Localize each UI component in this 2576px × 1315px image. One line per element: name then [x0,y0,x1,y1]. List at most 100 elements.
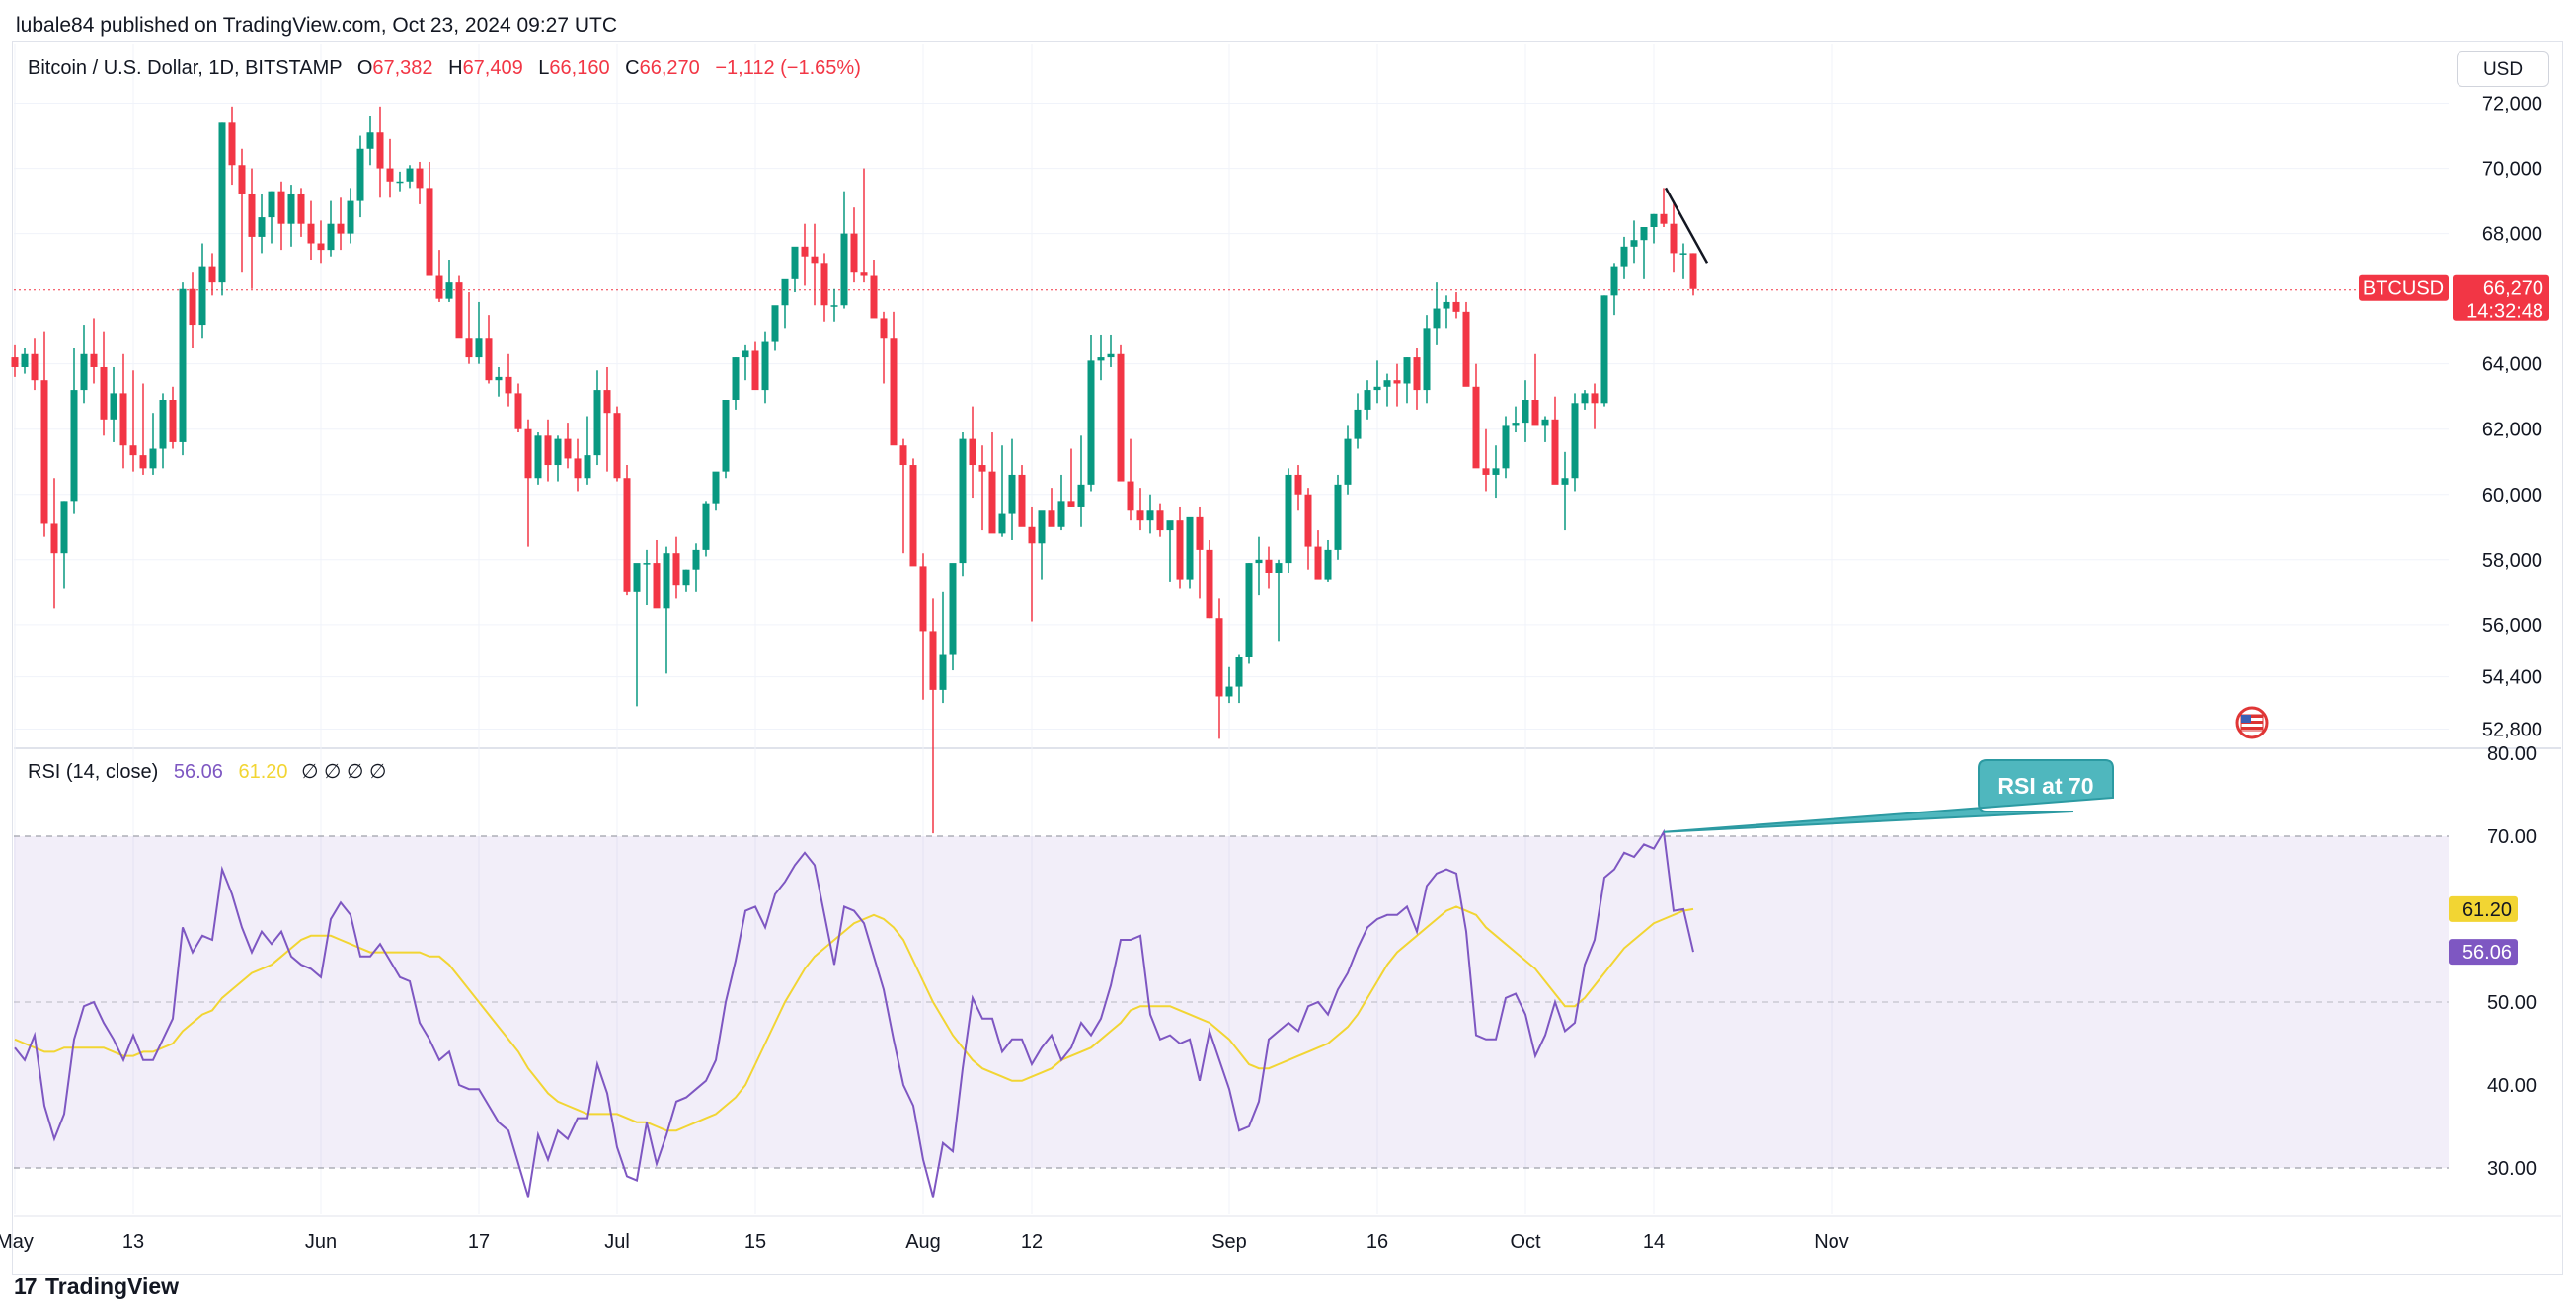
us-flag-event-icon[interactable] [2235,706,2269,739]
candle-body[interactable] [406,168,414,182]
candle-body[interactable] [110,393,117,420]
candle-body[interactable] [228,122,236,166]
candle-body[interactable] [40,380,48,524]
candle-body[interactable] [1373,386,1381,391]
candle-body[interactable] [801,246,809,257]
candle-body[interactable] [1403,357,1411,384]
candle-body[interactable] [514,393,522,429]
candle-body[interactable] [682,569,690,586]
candle-body[interactable] [722,400,730,472]
candle-body[interactable] [663,553,670,609]
candle-body[interactable] [978,465,986,472]
candle-body[interactable] [1591,393,1599,404]
candle-body[interactable] [840,233,848,306]
candle-body[interactable] [899,445,907,466]
candle-body[interactable] [1097,357,1105,361]
time-axis[interactable]: May 13 Jun 17 Jul 15 Aug 12 Sep 16 Oct 14 Nov [0,1231,1849,1253]
candle-body[interactable] [870,275,878,319]
candle-body[interactable] [633,563,641,592]
candle-body[interactable] [416,168,424,189]
candle-body[interactable] [890,338,898,446]
candle-body[interactable] [1225,686,1233,697]
candle-body[interactable] [376,132,384,169]
candle-body[interactable] [1196,516,1204,550]
candle-body[interactable] [31,353,39,381]
candle-body[interactable] [761,341,769,391]
candle-body[interactable] [1650,213,1658,227]
candle-body[interactable] [939,654,947,690]
candle-body[interactable] [732,357,740,400]
rsi-callout[interactable]: RSI at 70 [1663,759,2114,833]
candle-body[interactable] [811,256,819,264]
candle-body[interactable] [268,191,275,218]
candle-body[interactable] [781,278,789,306]
candle-body[interactable] [1443,301,1450,309]
candle-body[interactable] [80,353,88,391]
symbol-legend[interactable]: Bitcoin / U.S. Dollar, 1D, BITSTAMP O67,… [28,57,861,80]
candle-body[interactable] [475,338,483,358]
candle-body[interactable] [1107,353,1115,358]
candle-body[interactable] [1452,301,1460,312]
candle-body[interactable] [426,188,433,276]
candle-body[interactable] [1393,380,1401,384]
candle-body[interactable] [169,400,177,442]
candle-body[interactable] [909,465,917,567]
candle-body[interactable] [860,272,868,276]
candle-body[interactable] [1522,400,1529,424]
candle-body[interactable] [139,455,147,469]
candle-body[interactable] [1077,484,1085,507]
candle-body[interactable] [238,165,246,194]
candle-body[interactable] [1285,474,1292,564]
candle-body[interactable] [1304,494,1312,547]
candle-body[interactable] [1660,213,1668,224]
candle-body[interactable] [1472,386,1480,469]
candle-body[interactable] [277,191,285,224]
tradingview-logo[interactable]: 17 TradingView [14,1274,179,1300]
candle-body[interactable] [1265,559,1273,573]
candle-body[interactable] [1334,484,1342,550]
candle-body[interactable] [1156,510,1164,531]
candle-body[interactable] [307,223,315,244]
candle-body[interactable] [505,376,512,394]
candle-body[interactable] [1275,563,1283,573]
candle-body[interactable] [337,223,345,234]
candle-body[interactable] [100,366,108,420]
candle-body[interactable] [554,438,562,466]
candle-body[interactable] [198,266,206,326]
candle-body[interactable] [1136,510,1144,521]
candle-body[interactable] [495,376,503,381]
candle-body[interactable] [1383,380,1391,387]
candle-body[interactable] [179,288,187,442]
candle-body[interactable] [524,428,532,479]
candle-body[interactable] [1087,360,1095,485]
candle-body[interactable] [465,338,473,358]
candle-body[interactable] [998,513,1006,534]
candle-body[interactable] [820,263,828,306]
candle-body[interactable] [1245,563,1253,658]
candle-body[interactable] [692,549,700,570]
candle-body[interactable] [248,193,256,237]
candle-body[interactable] [1048,510,1055,527]
candle-body[interactable] [969,438,976,466]
candle-body[interactable] [1255,559,1263,564]
candle-body[interactable] [258,217,266,237]
candle-body[interactable] [1235,657,1243,687]
candle-body[interactable] [929,631,937,690]
candle-body[interactable] [455,282,463,339]
chart-panel[interactable] [12,41,2563,1275]
candle-body[interactable] [1512,423,1520,426]
candle-body[interactable] [1038,510,1046,544]
candle-body[interactable] [1324,549,1332,580]
candle-body[interactable] [11,357,19,367]
candle-body[interactable] [1679,253,1687,255]
candle-body[interactable] [1571,403,1579,479]
candle-body[interactable] [1057,501,1065,527]
candle-body[interactable] [1551,419,1559,485]
candle-body[interactable] [1482,468,1490,475]
candle-body[interactable] [1670,223,1678,254]
candle-body[interactable] [544,435,552,466]
candle-body[interactable] [1492,468,1500,475]
candle-body[interactable] [949,563,957,655]
candle-body[interactable] [1354,409,1362,439]
